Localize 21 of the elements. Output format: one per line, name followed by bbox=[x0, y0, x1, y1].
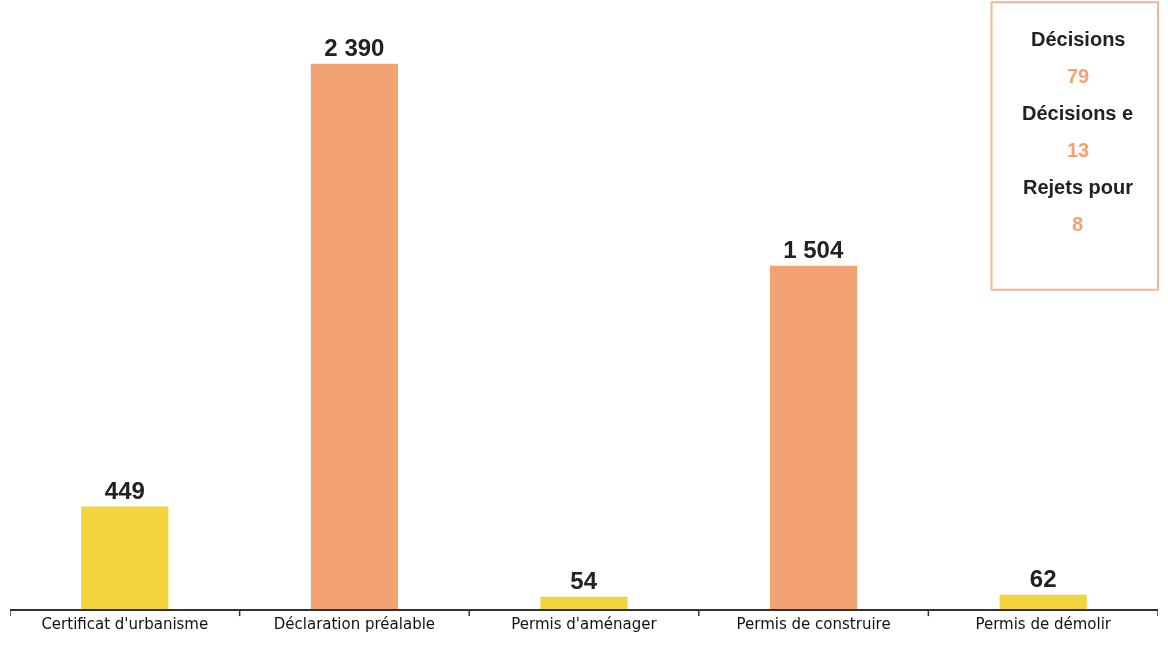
annotation: Décisions e bbox=[1022, 102, 1134, 124]
annotation: 13 bbox=[1067, 139, 1090, 161]
text: Décisions bbox=[1031, 28, 1126, 50]
bar bbox=[769, 265, 858, 609]
x-tick-label: Permis de démolir bbox=[975, 614, 1112, 633]
x-tick-label: Certificat d'urbanisme bbox=[41, 614, 209, 633]
annotation: Rejets pour bbox=[1023, 176, 1134, 198]
bar bbox=[540, 596, 628, 609]
bar bbox=[81, 506, 169, 609]
data-label: 54 bbox=[570, 566, 598, 594]
x-tick-label: Déclaration préalable bbox=[273, 614, 436, 633]
annotation: 79 bbox=[1067, 65, 1090, 87]
data-label: 2 390 bbox=[324, 33, 385, 61]
x-tick-label: Permis d'aménager bbox=[511, 614, 658, 633]
data-label: 1 504 bbox=[783, 235, 844, 263]
data-label: 449 bbox=[104, 476, 145, 504]
data-label: 62 bbox=[1029, 564, 1057, 592]
bar bbox=[310, 63, 399, 609]
bar bbox=[999, 594, 1087, 609]
annotation: 8 bbox=[1072, 213, 1084, 235]
x-tick-label: Permis de construire bbox=[736, 614, 891, 633]
